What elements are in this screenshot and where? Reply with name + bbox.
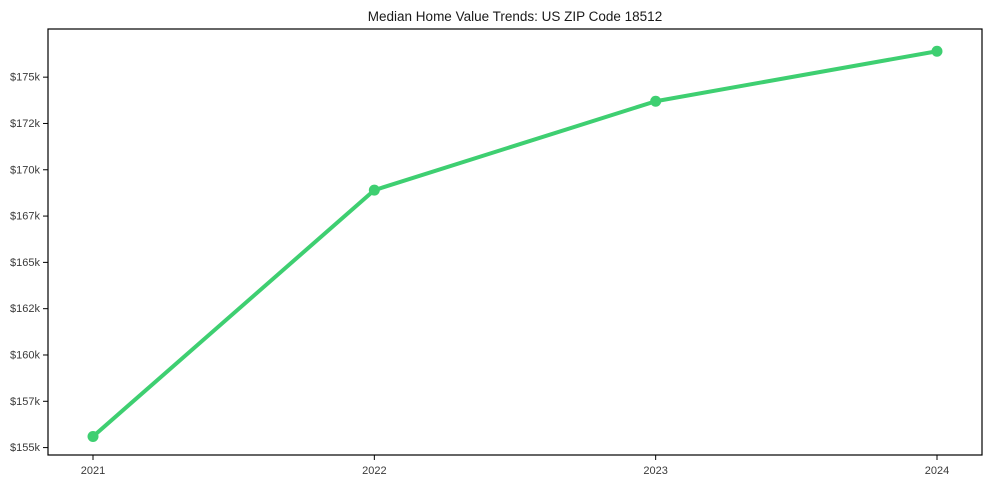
y-tick-label: $172k — [10, 118, 40, 130]
plot-area: $155k $157k $160k $162k $165k $167k $170k $172k… — [10, 28, 983, 477]
data-point — [931, 45, 943, 57]
plot-border — [47, 28, 983, 456]
x-tick-label: 2022 — [362, 465, 386, 477]
data-point — [87, 430, 99, 442]
x-tick-label: 2023 — [643, 465, 667, 477]
y-tick-label: $167k — [10, 211, 40, 223]
data-point — [650, 95, 662, 107]
y-tick-label: $157k — [10, 396, 40, 408]
y-tick-label: $175k — [10, 72, 40, 84]
y-tick-label: $165k — [10, 257, 40, 269]
x-tick-label: 2021 — [81, 465, 105, 477]
y-tick-label: $162k — [10, 303, 40, 315]
y-tick-label: $155k — [10, 442, 40, 454]
data-point — [368, 184, 380, 196]
chart-title: Median Home Value Trends: US ZIP Code 18… — [368, 9, 662, 24]
y-tick-label: $170k — [10, 164, 40, 176]
trend-line — [91, 49, 939, 439]
y-tick-label: $160k — [10, 349, 40, 361]
x-tick-label: 2024 — [925, 465, 949, 477]
